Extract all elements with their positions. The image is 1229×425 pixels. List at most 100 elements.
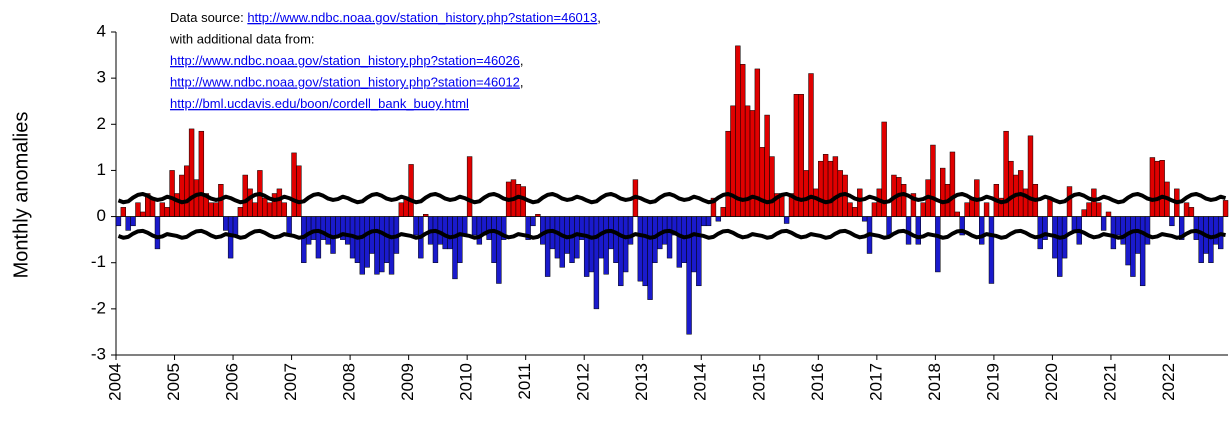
bar bbox=[783, 216, 790, 224]
bar bbox=[1110, 216, 1117, 250]
bar bbox=[1066, 186, 1073, 217]
bar bbox=[832, 156, 839, 217]
bar bbox=[383, 216, 390, 263]
bar bbox=[1159, 160, 1165, 217]
bar bbox=[554, 216, 561, 259]
bar bbox=[1091, 188, 1097, 217]
bar bbox=[325, 216, 331, 245]
bar bbox=[413, 216, 419, 236]
bar bbox=[598, 216, 604, 259]
y-tick-label: 0 bbox=[97, 206, 106, 225]
bar bbox=[871, 202, 878, 217]
bar bbox=[569, 216, 575, 263]
bar bbox=[266, 202, 273, 217]
bar bbox=[530, 216, 536, 227]
bar bbox=[491, 216, 497, 263]
bar bbox=[1144, 216, 1151, 245]
bar bbox=[125, 216, 131, 231]
bar bbox=[915, 216, 921, 245]
bar bbox=[188, 128, 195, 217]
bar bbox=[827, 160, 834, 217]
bar bbox=[1135, 216, 1141, 254]
x-tick-label: 2016 bbox=[808, 363, 827, 401]
bar bbox=[179, 174, 185, 217]
bar bbox=[115, 216, 122, 227]
bar bbox=[1183, 202, 1190, 217]
bar bbox=[818, 160, 824, 217]
bar bbox=[1169, 216, 1175, 227]
x-tick-label: 2005 bbox=[164, 363, 183, 401]
bar bbox=[344, 216, 351, 245]
annotation-link[interactable]: http://www.ndbc.noaa.gov/station_history… bbox=[170, 75, 520, 90]
bar bbox=[496, 216, 502, 284]
bar bbox=[1120, 216, 1126, 245]
annotation-link[interactable]: http://www.ndbc.noaa.gov/station_history… bbox=[247, 10, 597, 25]
bar bbox=[359, 216, 365, 275]
bar bbox=[857, 188, 863, 217]
bar bbox=[988, 216, 995, 284]
bar bbox=[237, 207, 244, 217]
bar bbox=[164, 207, 170, 217]
bar bbox=[520, 186, 526, 217]
x-tick-label: 2007 bbox=[281, 363, 300, 401]
bar bbox=[559, 216, 565, 268]
bar bbox=[140, 211, 146, 217]
bar bbox=[398, 202, 405, 217]
bar bbox=[457, 216, 463, 263]
bar bbox=[720, 207, 726, 217]
bar bbox=[379, 216, 385, 273]
threshold-line bbox=[117, 191, 1227, 205]
y-tick-label: 3 bbox=[97, 68, 106, 87]
bar bbox=[749, 110, 756, 217]
x-tick-label: 2008 bbox=[340, 363, 359, 401]
annotation-link[interactable]: http://bml.ucdavis.edu/boon/cordell_bank… bbox=[170, 96, 469, 111]
bar bbox=[593, 216, 600, 310]
annotation-line: Data source: http://www.ndbc.noaa.gov/st… bbox=[170, 10, 601, 25]
bar bbox=[618, 216, 624, 287]
bar bbox=[154, 216, 161, 250]
bar bbox=[466, 156, 473, 217]
y-tick-label: -1 bbox=[91, 252, 106, 271]
bar bbox=[622, 216, 629, 273]
bar bbox=[286, 216, 292, 236]
bar bbox=[369, 216, 375, 254]
bar bbox=[627, 216, 634, 245]
bar bbox=[1193, 216, 1199, 240]
annotation-line: http://bml.ucdavis.edu/boon/cordell_bank… bbox=[170, 96, 469, 111]
bar bbox=[1071, 216, 1078, 231]
bar bbox=[544, 216, 551, 277]
bar bbox=[476, 216, 483, 245]
bar bbox=[691, 216, 697, 273]
bar bbox=[305, 216, 312, 245]
bar bbox=[184, 165, 190, 217]
bar bbox=[1149, 157, 1156, 217]
bar bbox=[169, 170, 175, 217]
y-tick-label: 4 bbox=[97, 21, 106, 40]
bar bbox=[696, 216, 702, 287]
bar bbox=[296, 165, 302, 217]
bar bbox=[813, 188, 819, 217]
annotation-text: , bbox=[597, 10, 601, 25]
x-tick-label: 2014 bbox=[691, 363, 710, 401]
bar bbox=[939, 167, 946, 217]
y-tick-label: 2 bbox=[97, 114, 106, 133]
bar bbox=[374, 216, 380, 275]
bar bbox=[1057, 216, 1063, 277]
bar bbox=[676, 216, 683, 268]
bar bbox=[583, 216, 590, 277]
annotation-link[interactable]: http://www.ndbc.noaa.gov/station_history… bbox=[170, 53, 520, 68]
x-tick-label: 2015 bbox=[749, 363, 768, 401]
x-tick-label: 2004 bbox=[105, 363, 124, 401]
y-tick-label: -3 bbox=[91, 344, 106, 363]
bar bbox=[388, 216, 395, 275]
bar bbox=[1096, 202, 1102, 217]
bar bbox=[1086, 202, 1092, 217]
bar bbox=[252, 202, 258, 217]
bar bbox=[1105, 211, 1112, 217]
annotation-line: with additional data from: bbox=[169, 32, 315, 47]
bar bbox=[242, 174, 248, 217]
bar bbox=[515, 184, 522, 217]
bar bbox=[432, 216, 439, 263]
bar bbox=[447, 216, 453, 250]
